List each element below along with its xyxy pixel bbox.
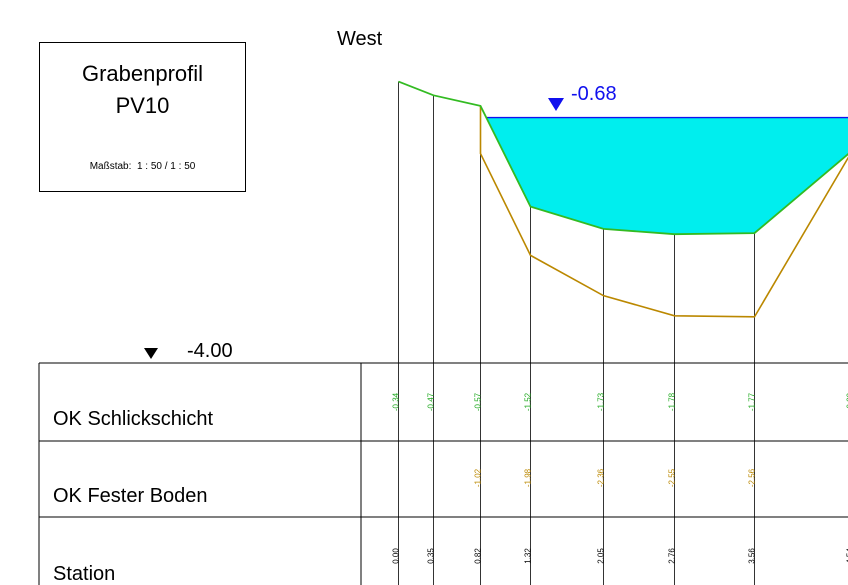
water-level-label: -0.68: [571, 83, 617, 105]
data-table: OK Schlickschicht OK Fester Boden Statio…: [38, 362, 848, 585]
station-value: 4.54: [846, 548, 848, 564]
reference-level-marker: -4.00: [144, 340, 233, 362]
fester-boden-value: -2.55: [668, 468, 677, 487]
row-label-station: Station: [53, 563, 115, 585]
station-value: 1.32: [524, 548, 533, 564]
station-value: 2.76: [668, 548, 677, 564]
schlick-value: -1.73: [597, 392, 606, 411]
schlick-value: -0.57: [474, 392, 483, 411]
direction-label: West: [337, 28, 383, 50]
station-value: 2.05: [597, 548, 606, 564]
station-value: 0.82: [474, 548, 483, 564]
schlick-value: -1.52: [524, 392, 533, 411]
fester-boden-value: -1.02: [474, 468, 483, 487]
fester-boden-value: -2.56: [748, 468, 757, 487]
station-gridlines: [398, 81, 755, 585]
station-value: 0.00: [392, 548, 401, 564]
scale-note: Maßstab: 1 : 50 / 1 : 50: [40, 161, 245, 172]
station-value: 3.56: [748, 548, 757, 564]
fester-boden-value: -2.36: [597, 468, 606, 487]
title-block: Grabenprofil PV10 Maßstab: 1 : 50 / 1 : …: [39, 42, 246, 192]
table-values: -0.34 0.00 -0.47 0.35 -0.57 0.82 -1.52 1.32 -1.7…: [392, 392, 848, 563]
ok-schlickschicht-line: [398, 80, 848, 236]
scale-value: 1 : 50 / 1 : 50: [136, 161, 196, 172]
profile-id: PV10: [115, 93, 170, 118]
ok-fester-boden-line: [479, 105, 848, 318]
schlick-value: -1.78: [668, 392, 677, 411]
schlick-value: -0.34: [392, 392, 401, 411]
reference-level-triangle-icon: [144, 348, 158, 359]
drawing-title: Grabenprofil: [81, 61, 204, 86]
schlick-value: -1.77: [748, 392, 757, 411]
station-value: 0.35: [427, 548, 436, 564]
row-label-ok-schlickschicht: OK Schlickschicht: [53, 408, 213, 430]
scale-label: Maßstab:: [89, 161, 132, 172]
profile-lines: -0.68: [398, 80, 848, 318]
reference-level-label: -4.00: [187, 340, 233, 362]
row-label-ok-fester-boden: OK Fester Boden: [53, 485, 208, 507]
water-level-triangle-icon: [548, 98, 564, 111]
fester-boden-value: -1.98: [524, 468, 533, 487]
water-body: [486, 117, 848, 235]
schlick-value: -0.99: [846, 392, 848, 411]
schlick-value: -0.47: [427, 392, 436, 411]
